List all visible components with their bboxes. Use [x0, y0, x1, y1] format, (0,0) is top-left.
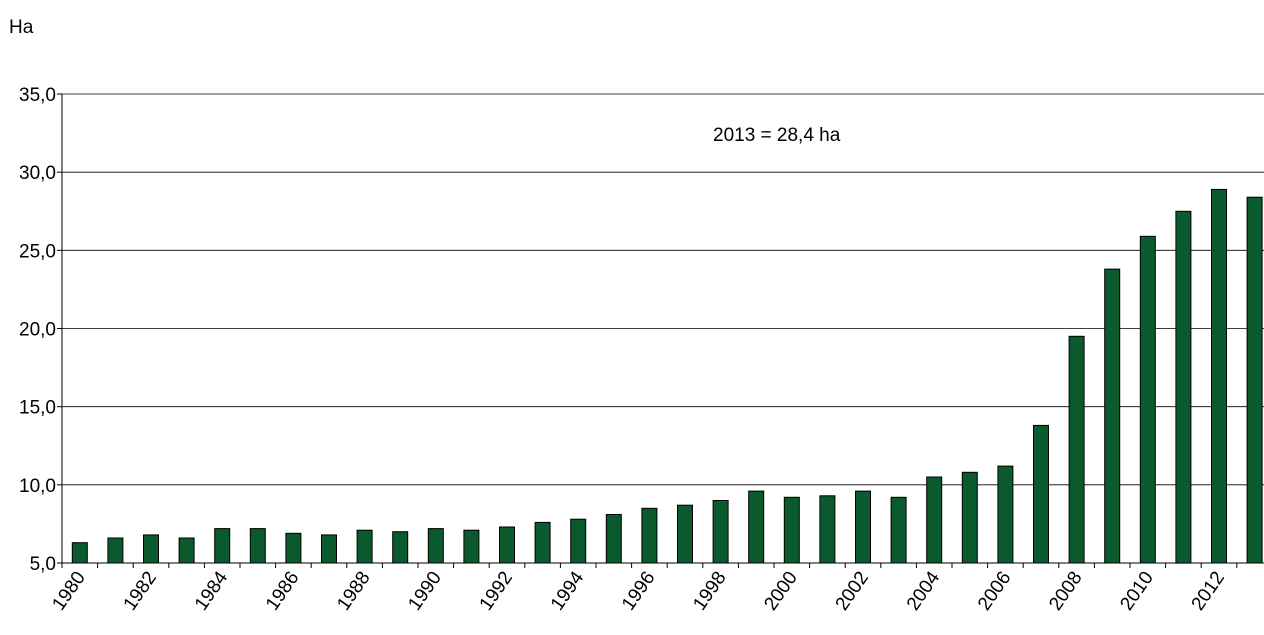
bar-1985 — [249, 528, 266, 564]
y-tick-label: 5,0 — [30, 554, 56, 575]
x-tick-label: 1982 — [120, 568, 161, 615]
x-tick-label: 2010 — [1116, 568, 1157, 615]
bar-2001 — [819, 495, 836, 564]
bar-2000 — [783, 496, 800, 564]
bar-2002 — [855, 490, 871, 564]
bar-1986 — [285, 532, 302, 564]
bar-1983 — [178, 537, 195, 564]
x-tick-labels: 1980 1982 1984 1986 1988 1990 1992 1994 1996 1998… — [48, 567, 1229, 614]
x-tick-label: 1988 — [333, 568, 374, 615]
bar-1988 — [356, 529, 373, 564]
annotation-2013: 2013 = 28,4 ha — [713, 125, 841, 146]
y-tick-label: 20,0 — [19, 320, 56, 341]
x-tick-label: 2008 — [1045, 568, 1086, 615]
gridlines — [62, 93, 1264, 486]
bar-1998 — [712, 500, 729, 564]
x-tick-label: 1998 — [689, 568, 730, 615]
bar-1996 — [641, 507, 658, 564]
bar-2003 — [890, 496, 907, 564]
y-tick-label: 35,0 — [19, 85, 56, 106]
x-tick-label: 1984 — [191, 567, 233, 614]
axes — [57, 93, 1264, 568]
bar-1990 — [427, 528, 444, 564]
x-tick-label: 2012 — [1188, 568, 1229, 615]
x-tick-label: 1992 — [476, 568, 517, 615]
x-tick-label: 2002 — [832, 568, 873, 615]
bar-1997 — [677, 504, 693, 564]
bar-2013 — [1246, 196, 1263, 564]
x-tick-label: 1986 — [262, 568, 303, 615]
bar-2004 — [926, 476, 943, 564]
bar-1992 — [499, 526, 515, 564]
bar-2010 — [1139, 235, 1156, 564]
bar-1999 — [748, 490, 765, 564]
x-tick-label: 1990 — [404, 568, 445, 615]
bar-1995 — [605, 514, 622, 564]
bar-1982 — [143, 534, 159, 564]
y-axis-label: Ha — [9, 17, 34, 38]
x-tick-label: 1996 — [618, 568, 659, 615]
bar-1981 — [107, 537, 124, 564]
bar-2009 — [1104, 268, 1121, 564]
y-tick-label: 30,0 — [19, 163, 56, 184]
bar-1993 — [534, 521, 551, 564]
bar-1994 — [570, 518, 587, 564]
bar-1984 — [214, 528, 231, 564]
bar-2007 — [1033, 424, 1049, 564]
bar-2012 — [1211, 188, 1227, 564]
y-tick-label: 10,0 — [19, 476, 56, 497]
bar-2005 — [961, 471, 978, 564]
x-tick-label: 2006 — [974, 568, 1015, 615]
bar-1987 — [321, 534, 337, 564]
x-tick-label: 2004 — [903, 567, 945, 614]
y-tick-label: 15,0 — [19, 398, 56, 419]
x-tick-label: 2000 — [760, 568, 801, 615]
bars — [71, 188, 1263, 564]
y-tick-label: 25,0 — [19, 241, 56, 262]
x-tick-label: 1994 — [547, 567, 589, 614]
y-tick-labels: 5,0 10,0 15,0 20,0 25,0 30,0 35,0 — [19, 85, 56, 575]
bar-2011 — [1175, 210, 1192, 564]
bar-1989 — [392, 531, 409, 564]
bar-2006 — [997, 465, 1014, 564]
bar-1991 — [463, 529, 480, 564]
bar-1980 — [71, 542, 88, 564]
bar-2008 — [1068, 335, 1085, 564]
